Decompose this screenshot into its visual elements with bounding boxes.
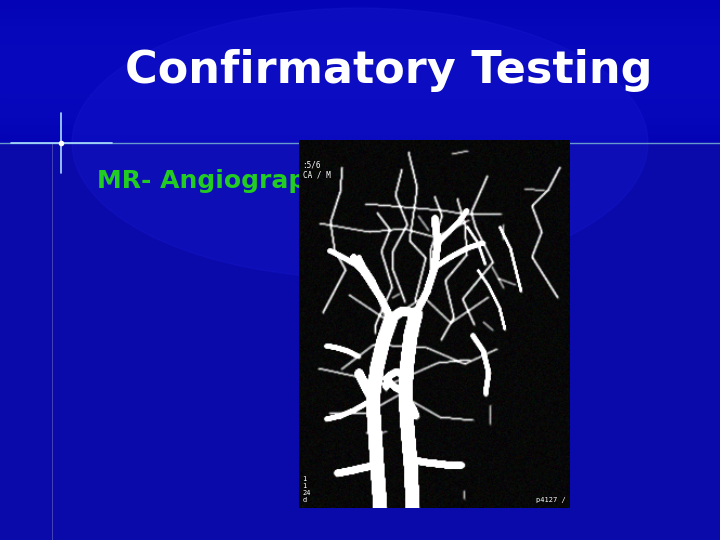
- Bar: [0, 124, 720, 126]
- Bar: [0, 107, 720, 110]
- Bar: [0, 71, 720, 74]
- Bar: [0, 81, 720, 84]
- Bar: [0, 62, 720, 64]
- Bar: [0, 48, 720, 50]
- Bar: [0, 36, 720, 38]
- Bar: [0, 105, 720, 107]
- Bar: [0, 19, 720, 22]
- Bar: [0, 98, 720, 100]
- Bar: [0, 15, 720, 17]
- Bar: [0, 84, 720, 86]
- Bar: [0, 91, 720, 93]
- Bar: [0, 112, 720, 114]
- Bar: [0, 7, 720, 10]
- Bar: [0, 33, 720, 36]
- Ellipse shape: [72, 8, 648, 278]
- Bar: [0, 10, 720, 12]
- Bar: [0, 100, 720, 103]
- Bar: [0, 136, 720, 138]
- Bar: [0, 76, 720, 79]
- Bar: [0, 122, 720, 124]
- Bar: [0, 50, 720, 52]
- Bar: [0, 22, 720, 24]
- Bar: [0, 64, 720, 67]
- Bar: [0, 31, 720, 33]
- Bar: [0, 114, 720, 117]
- Bar: [0, 24, 720, 26]
- Text: 1
1
24
d: 1 1 24 d: [302, 476, 311, 503]
- Text: MR- Angiography: MR- Angiography: [97, 169, 341, 193]
- Text: Confirmatory Testing: Confirmatory Testing: [125, 49, 652, 92]
- Bar: [0, 117, 720, 119]
- Bar: [0, 131, 720, 133]
- Bar: [0, 52, 720, 55]
- Bar: [0, 93, 720, 96]
- Bar: [0, 96, 720, 98]
- Bar: [0, 59, 720, 62]
- Bar: [0, 74, 720, 76]
- Bar: [0, 29, 720, 31]
- Bar: [0, 12, 720, 14]
- Bar: [0, 141, 720, 143]
- Bar: [0, 79, 720, 81]
- Bar: [0, 55, 720, 57]
- Bar: [0, 5, 720, 7]
- Bar: [0, 88, 720, 91]
- Bar: [0, 17, 720, 19]
- Bar: [0, 129, 720, 131]
- Bar: [0, 67, 720, 69]
- Bar: [0, 133, 720, 136]
- Bar: [0, 38, 720, 40]
- Text: p4127 /: p4127 /: [536, 497, 566, 503]
- Bar: [0, 0, 720, 2]
- Bar: [0, 126, 720, 129]
- Bar: [0, 26, 720, 29]
- Text: :5/6
CA / M: :5/6 CA / M: [302, 160, 330, 180]
- Bar: [0, 119, 720, 122]
- Bar: [0, 45, 720, 48]
- Bar: [0, 40, 720, 43]
- Bar: [0, 57, 720, 59]
- Bar: [0, 138, 720, 141]
- Bar: [0, 103, 720, 105]
- Bar: [0, 2, 720, 5]
- Bar: [0, 69, 720, 71]
- Bar: [0, 110, 720, 112]
- Bar: [0, 86, 720, 88]
- Bar: [0, 143, 720, 540]
- Bar: [0, 43, 720, 45]
